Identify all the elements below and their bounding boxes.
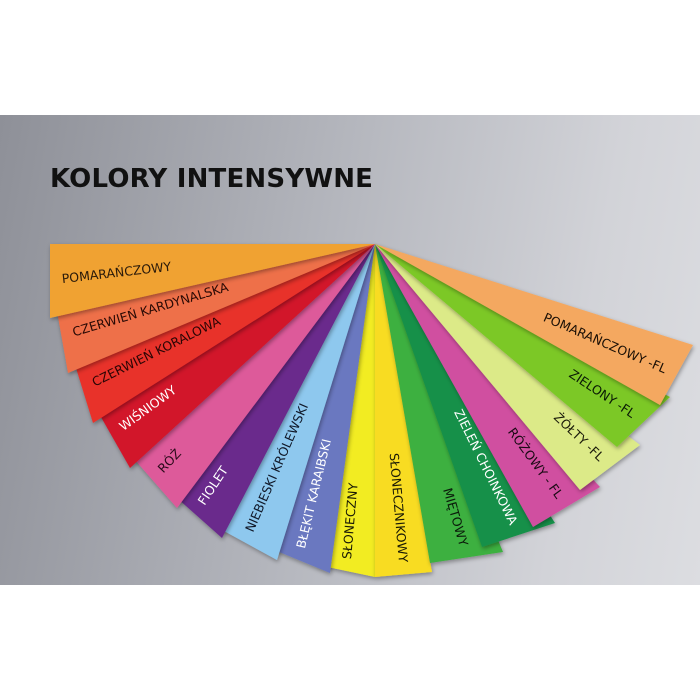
color-strip: SŁONECZNIKOWY — [375, 244, 432, 577]
strip-shape — [375, 244, 432, 577]
strip-shape — [128, 244, 375, 508]
strip-shape — [93, 244, 375, 468]
color-strip: RÓŻ — [128, 244, 375, 508]
strip-shape — [168, 244, 375, 538]
strip-label: SŁONECZNY — [339, 482, 361, 560]
strip-shape — [375, 244, 670, 447]
strip-shape — [375, 244, 640, 490]
strip-shape — [213, 244, 375, 560]
color-strip: POMARAŃCZOWY — [50, 244, 375, 318]
page-title: KOLORY INTENSYWNE — [50, 164, 374, 194]
strip-shape — [50, 244, 375, 318]
strip-shape — [375, 244, 600, 527]
strip-shape — [55, 244, 375, 373]
strip-shape — [375, 244, 693, 405]
strip-shape — [72, 244, 375, 423]
